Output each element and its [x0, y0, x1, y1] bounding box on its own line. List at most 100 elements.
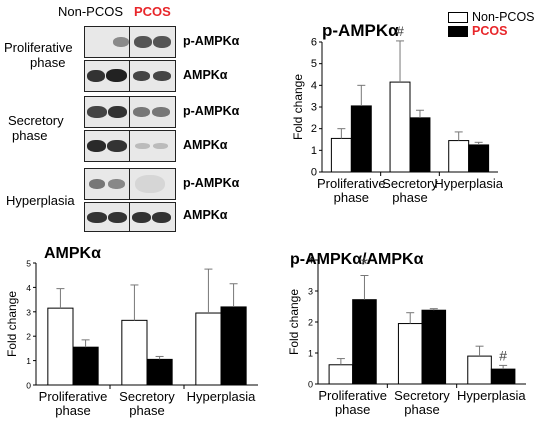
bar — [389, 81, 411, 173]
blot-phase-label-line: Secretory — [8, 113, 64, 128]
bar — [490, 368, 516, 385]
blot-phase-label-secretory: Secretory phase — [8, 113, 64, 143]
bar — [350, 105, 372, 173]
blot-band — [133, 107, 150, 117]
bar — [409, 117, 431, 173]
blot-band — [153, 36, 171, 48]
bar — [195, 312, 222, 386]
y-tick-label: 4 — [26, 283, 31, 293]
y-tick-label: 1 — [308, 349, 313, 359]
blot-band — [87, 106, 107, 118]
blot-header-non-pcos: Non-PCOS — [58, 4, 124, 19]
bar — [421, 309, 447, 385]
x-tick-label: Secretory — [382, 176, 438, 191]
chart-title: p-AMPKα — [322, 21, 399, 40]
blot-secretory-ampk — [84, 130, 176, 162]
blot-band — [108, 212, 127, 223]
bar — [330, 137, 352, 173]
y-tick-label: 1 — [311, 145, 317, 157]
y-tick-label: 1 — [26, 356, 31, 366]
blot-band — [108, 179, 125, 189]
blot-band — [153, 71, 171, 81]
blot-divider — [129, 131, 130, 161]
x-tick-label: Proliferative — [39, 389, 108, 404]
x-tick-label: Proliferative — [317, 176, 386, 191]
blot-divider — [129, 61, 130, 91]
blot-band — [134, 36, 152, 48]
legend-swatch-pcos — [448, 25, 468, 37]
blot-divider — [129, 169, 130, 199]
blot-phase-label-line: phase — [30, 55, 66, 70]
blot-band — [106, 69, 127, 82]
x-tick-label: phase — [129, 403, 164, 418]
y-tick-label: 2 — [308, 318, 313, 328]
bar — [468, 144, 490, 173]
x-tick-label: phase — [392, 190, 427, 205]
bar — [328, 364, 354, 385]
blot-band — [135, 143, 150, 149]
bar — [448, 140, 470, 173]
y-tick-label: 5 — [26, 259, 31, 269]
blot-divider — [129, 203, 130, 231]
blot-band-label: AMPKα — [183, 138, 228, 152]
legend-label-pcos: PCOS — [472, 24, 508, 38]
x-tick-label: Proliferative — [318, 388, 387, 403]
chart-p-ampk-ratio: p-AMPKα/AMPKα Fold change 0 1 2 3 4 Proliferati… — [287, 251, 526, 417]
blot-band-label: AMPKα — [183, 208, 228, 222]
y-tick-label: 4 — [308, 256, 313, 266]
blot-band — [135, 175, 165, 193]
x-tick-label: Hyperplasia — [187, 389, 256, 404]
bar — [72, 346, 99, 386]
y-tick-label: 0 — [26, 381, 31, 391]
blot-hyperplasia-p-ampk — [84, 168, 176, 200]
blot-band — [133, 71, 150, 81]
x-tick-label: phase — [404, 402, 439, 417]
y-tick-label: 5 — [311, 58, 317, 70]
blot-phase-label-line: phase — [12, 128, 48, 143]
blot-band — [108, 106, 127, 118]
chart-title: AMPKα — [44, 245, 101, 262]
y-tick-label: 0 — [311, 167, 317, 179]
y-tick-label: 3 — [311, 102, 317, 114]
y-tick-label: 4 — [311, 80, 317, 92]
legend-item-pcos: PCOS — [448, 24, 535, 38]
bar — [47, 307, 74, 386]
significance-marker: # — [499, 347, 507, 363]
y-axis-label: Fold change — [5, 291, 19, 357]
blot-divider — [129, 97, 130, 127]
x-tick-label: Secretory — [119, 389, 175, 404]
x-tick-label: Hyperplasia — [457, 388, 526, 403]
chart-title: p-AMPKα/AMPKα — [290, 251, 424, 268]
blot-proliferative-p-ampk — [84, 26, 176, 58]
blot-phase-label-line: Hyperplasia — [6, 193, 75, 208]
blot-band — [132, 212, 151, 223]
blot-phase-label-line: Proliferative — [4, 40, 73, 55]
blot-band-label: p-AMPKα — [183, 104, 240, 118]
blot-band — [89, 179, 105, 189]
blot-proliferative-ampk — [84, 60, 176, 92]
legend-swatch-non-pcos — [448, 11, 468, 23]
chart-legend: Non-PCOS PCOS — [448, 10, 535, 38]
significance-marker: * — [361, 255, 368, 275]
x-tick-label: Secretory — [394, 388, 450, 403]
blot-header-pcos: PCOS — [134, 4, 171, 19]
blot-band — [153, 143, 168, 149]
blot-phase-label-proliferative: Proliferative phase — [4, 40, 73, 70]
bar — [397, 323, 423, 385]
blot-band — [152, 212, 171, 223]
bar — [352, 299, 377, 385]
blot-band-label: AMPKα — [183, 68, 228, 82]
blot-band-label: p-AMPKα — [183, 34, 240, 48]
y-tick-label: 6 — [311, 37, 317, 49]
y-tick-label: 2 — [311, 123, 317, 135]
bar — [121, 319, 148, 386]
y-tick-label: 3 — [26, 307, 31, 317]
legend-label-non-pcos: Non-PCOS — [472, 10, 535, 24]
x-tick-label: Hyperplasia — [434, 176, 503, 191]
y-axis-label: Fold change — [291, 74, 305, 140]
x-tick-label: phase — [334, 190, 369, 205]
x-tick-label: phase — [55, 403, 90, 418]
y-tick-label: 3 — [308, 287, 313, 297]
blot-band — [87, 140, 106, 152]
